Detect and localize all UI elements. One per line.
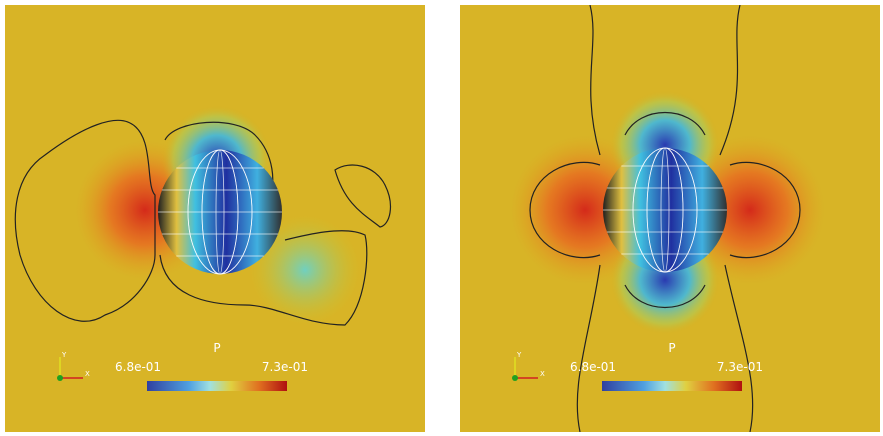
colorbar-min: 6.8e-01 — [115, 360, 161, 374]
page: YXP6.8e-017.3e-01 YXP6.8e-017.3e-01 (() … — [0, 0, 883, 436]
axis-x-label: X — [85, 370, 90, 378]
colorbar-title: P — [213, 341, 220, 355]
colorbar-max: 7.3e-01 — [262, 360, 308, 374]
colorbar-max: 7.3e-01 — [717, 360, 763, 374]
axis-y-label: Y — [61, 351, 67, 359]
colorbar — [602, 381, 742, 391]
axis-y-label: Y — [516, 351, 522, 359]
axis-origin — [57, 375, 63, 381]
render-view: Y X P 6.8e-01 7.3e-01 — [460, 5, 880, 432]
render-view: Y X P 6.8e-01 7.3e-01 — [5, 5, 425, 432]
colorbar — [147, 381, 287, 391]
colorbar-min: 6.8e-01 — [570, 360, 616, 374]
colorbar-title: P — [668, 341, 675, 355]
axis-x-label: X — [540, 370, 545, 378]
axis-origin — [512, 375, 518, 381]
